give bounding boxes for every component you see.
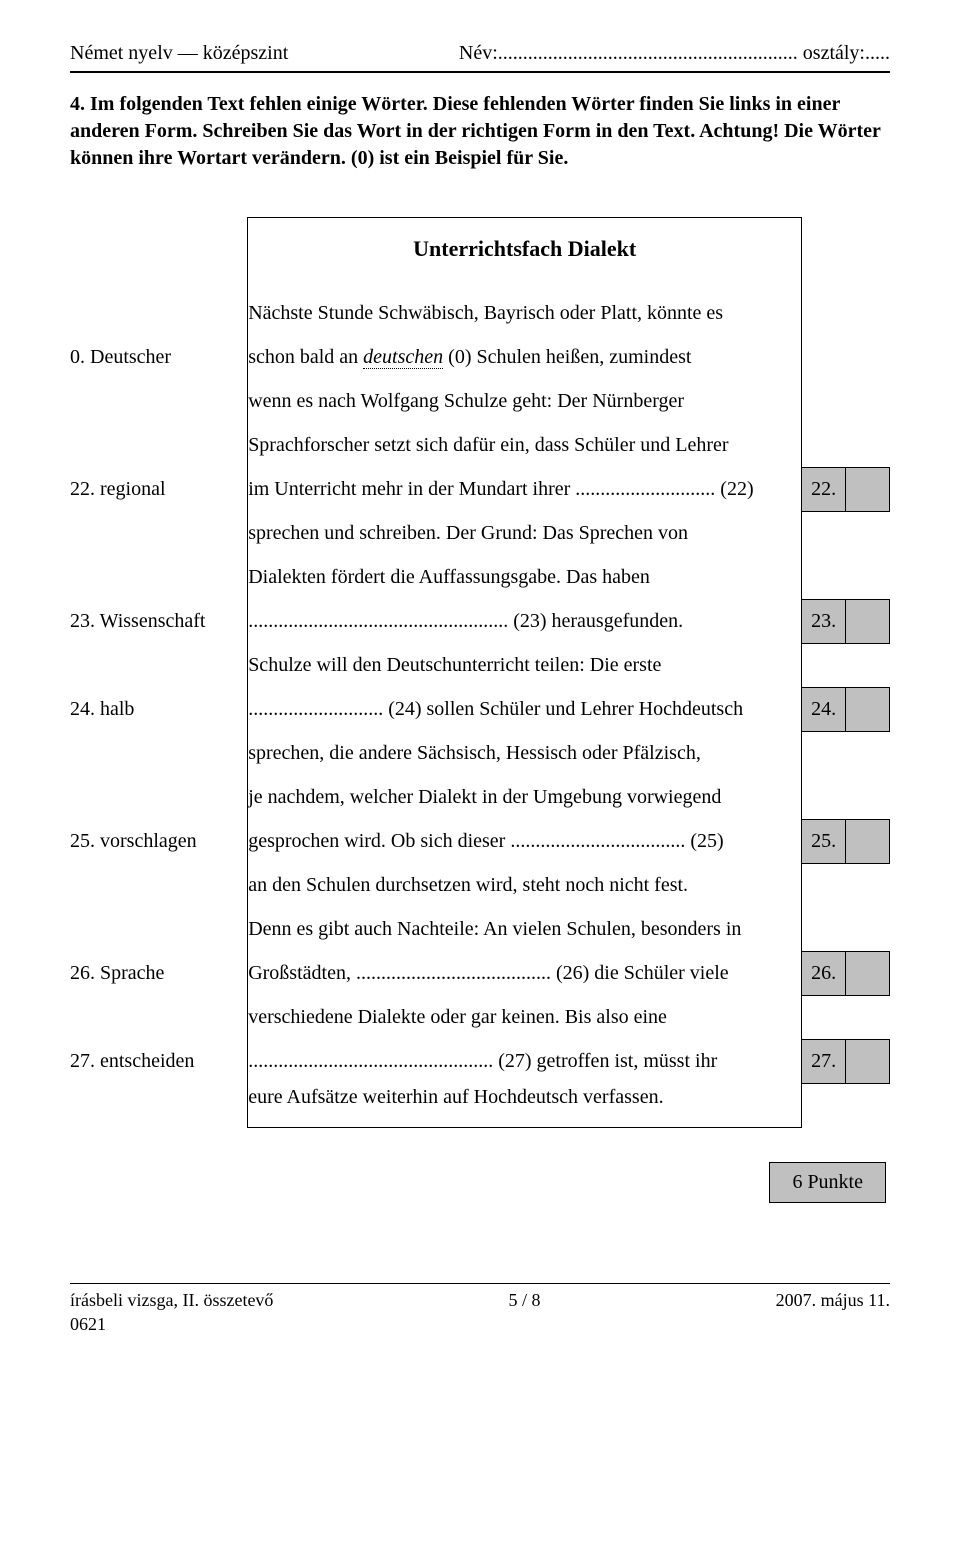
footer-separator <box>70 1283 890 1284</box>
text-line: wenn es nach Wolfgang Schulze geht: Der … <box>248 380 802 424</box>
exercise-table: Unterrichtsfach Dialekt Nächste Stunde S… <box>70 217 890 1128</box>
text-line-25: gesprochen wird. Ob sich dieser ........… <box>248 820 802 864</box>
exercise-title: Unterrichtsfach Dialekt <box>248 234 801 264</box>
score-box-26[interactable] <box>846 952 890 996</box>
text-line-22: im Unterricht mehr in der Mundart ihrer … <box>248 468 802 512</box>
page-header: Német nyelv — középszint Név:...........… <box>70 40 890 67</box>
text-line-0: schon bald an deutschen (0) Schulen heiß… <box>248 336 802 380</box>
text-line: Schulze will den Deutschunterricht teile… <box>248 644 802 688</box>
example-answer: deutschen <box>363 346 443 369</box>
text-line-26: Großstädten, ...........................… <box>248 952 802 996</box>
text-line: sprechen und schreiben. Der Grund: Das S… <box>248 512 802 556</box>
header-subject: Német nyelv — középszint <box>70 40 288 67</box>
text-line: sprechen, die andere Sächsisch, Hessisch… <box>248 732 802 776</box>
footer-page-number: 5 / 8 <box>509 1288 541 1312</box>
footer-left: írásbeli vizsga, II. összetevő <box>70 1288 273 1312</box>
score-number-25: 25. <box>802 820 846 864</box>
instructions-text: Im folgenden Text fehlen einige Wörter. … <box>70 93 881 169</box>
text-line: Denn es gibt auch Nachteile: An vielen S… <box>248 908 802 952</box>
text-line-27: ........................................… <box>248 1040 802 1084</box>
word-label-23: 23. Wissenschaft <box>70 600 248 644</box>
page-footer: írásbeli vizsga, II. összetevő 5 / 8 200… <box>70 1288 890 1312</box>
header-name-class: Név:....................................… <box>459 40 890 67</box>
exercise-instructions: 4. Im folgenden Text fehlen einige Wörte… <box>70 91 890 172</box>
text-line: je nachdem, welcher Dialekt in der Umgeb… <box>248 776 802 820</box>
text-line-24: ........................... (24) sollen … <box>248 688 802 732</box>
score-number-27: 27. <box>802 1040 846 1084</box>
text-line: Nächste Stunde Schwäbisch, Bayrisch oder… <box>248 292 802 336</box>
score-box-22[interactable] <box>846 468 890 512</box>
word-label-27: 27. entscheiden <box>70 1040 248 1084</box>
score-box-24[interactable] <box>846 688 890 732</box>
text-line: eure Aufsätze weiterhin auf Hochdeutsch … <box>248 1084 802 1128</box>
text-line: an den Schulen durchsetzen wird, steht n… <box>248 864 802 908</box>
score-number-23: 23. <box>802 600 846 644</box>
header-separator <box>70 71 890 73</box>
score-box-25[interactable] <box>846 820 890 864</box>
score-box-23[interactable] <box>846 600 890 644</box>
word-label-25: 25. vorschlagen <box>70 820 248 864</box>
text-line: Dialekten fördert die Auffassungsgabe. D… <box>248 556 802 600</box>
score-number-24: 24. <box>802 688 846 732</box>
text-line-23: ........................................… <box>248 600 802 644</box>
score-number-22: 22. <box>802 468 846 512</box>
footer-code: 0621 <box>70 1312 890 1336</box>
score-box-27[interactable] <box>846 1040 890 1084</box>
footer-date: 2007. május 11. <box>776 1288 890 1312</box>
points-box: 6 Punkte <box>769 1162 886 1203</box>
text-line: Sprachforscher setzt sich dafür ein, das… <box>248 424 802 468</box>
word-label-0: 0. Deutscher <box>70 336 248 380</box>
text-line: verschiedene Dialekte oder gar keinen. B… <box>248 996 802 1040</box>
word-label-22: 22. regional <box>70 468 248 512</box>
word-label-26: 26. Sprache <box>70 952 248 996</box>
word-label-24: 24. halb <box>70 688 248 732</box>
score-number-26: 26. <box>802 952 846 996</box>
exercise-number: 4. <box>70 93 85 115</box>
